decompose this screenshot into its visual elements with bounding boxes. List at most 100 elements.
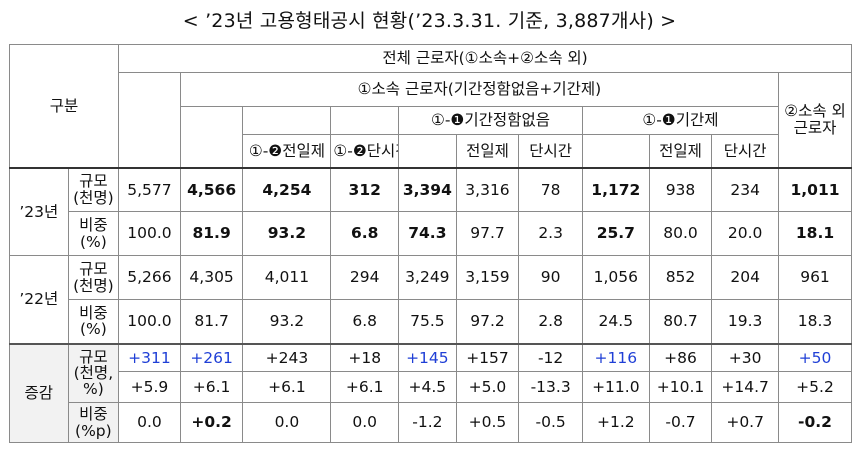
cell: 75.5 — [398, 299, 457, 344]
header-other: ②소속 외 근로자 — [778, 72, 852, 168]
cell: +116 — [581, 342, 650, 372]
cell: +5.9 — [118, 371, 181, 403]
cell: 6.8 — [330, 211, 400, 256]
cell: 90 — [518, 255, 583, 300]
cell: 204 — [711, 255, 779, 300]
header-parttime: 단시간 — [518, 134, 583, 168]
table-row: ’23년 규모 (천명) 5,577 4,566 4,254 312 3,394… — [9, 166, 852, 256]
table-row: ’22년 규모 (천명) 5,266 4,305 4,011 294 3,249… — [9, 255, 852, 344]
cell: -0.2 — [778, 402, 852, 443]
cell: +5.0 — [455, 371, 520, 403]
table-row: 증감 규모 (천명, %) +311 +261 +243 +18 +145 +1… — [9, 342, 852, 443]
cell: +86 — [648, 342, 713, 372]
cell: 97.7 — [455, 211, 520, 256]
cell: 234 — [711, 166, 779, 212]
cell: 1,011 — [778, 166, 852, 212]
row-label-diff-scale: 규모 (천명, %) — [67, 342, 120, 403]
row-label-ratio: 비중 (%) — [67, 299, 120, 344]
year-label-22: ’22년 — [9, 255, 69, 344]
cell: 97.2 — [455, 299, 520, 344]
cell: +14.7 — [711, 371, 779, 403]
cell: 4,305 — [179, 255, 244, 300]
table-row: 비중 (%) 100.0 81.9 93.2 6.8 74.3 97.7 2.3… — [10, 211, 852, 256]
header-fulltime2: 전일제 — [648, 134, 713, 168]
cell: 961 — [778, 255, 852, 300]
cell: +6.1 — [330, 371, 400, 403]
header-affiliated: ①소속 근로자(기간정함없음+기간제) — [179, 72, 780, 107]
header-blank-b — [330, 106, 400, 135]
cell: +6.1 — [179, 371, 244, 403]
header-fulltime-total: ①-❷전일제 — [242, 134, 332, 168]
diff-label: 증감 — [9, 342, 69, 443]
row-label-scale: 규모 (천명) — [67, 166, 120, 212]
header-fixed-term: ①-❶기간제 — [581, 106, 780, 135]
cell: 0.0 — [330, 402, 400, 443]
cell: 18.3 — [778, 299, 852, 344]
table-row: +5.9 +6.1 +6.1 +6.1 +4.5 +5.0 -13.3 +11.… — [10, 371, 852, 403]
cell: +0.7 — [711, 402, 779, 443]
cell: 3,249 — [398, 255, 457, 300]
cell: +243 — [242, 342, 332, 372]
cell: +311 — [118, 342, 181, 372]
header-parttime-total: ①-❷단시간 — [330, 134, 400, 168]
cell: 6.8 — [330, 299, 400, 344]
cell: -1.2 — [398, 402, 457, 443]
cell: +1.2 — [581, 402, 650, 443]
cell: 938 — [648, 166, 713, 212]
cell: -0.7 — [648, 402, 713, 443]
cell: -13.3 — [518, 371, 583, 403]
cell: +145 — [398, 342, 457, 372]
cell: 5,266 — [118, 255, 181, 300]
cell: 4,011 — [242, 255, 332, 300]
row-label-scale: 규모 (천명) — [67, 255, 120, 300]
cell: 5,577 — [118, 166, 181, 212]
header-group: 구분 — [8, 44, 120, 168]
page-title: < ’23년 고용형태공시 현황(’23.3.31. 기준, 3,887개사) … — [182, 10, 677, 32]
cell: +10.1 — [648, 371, 713, 403]
cell: 0.0 — [242, 402, 332, 443]
cell: +0.2 — [179, 402, 244, 443]
cell: +0.5 — [455, 402, 520, 443]
cell: 2.3 — [518, 211, 583, 256]
cell: 78 — [518, 166, 583, 212]
cell: 100.0 — [118, 211, 181, 256]
cell: +6.1 — [242, 371, 332, 403]
cell: 0.0 — [118, 402, 181, 443]
cell: +5.2 — [778, 371, 852, 403]
cell: +11.0 — [581, 371, 650, 403]
cell: 852 — [648, 255, 713, 300]
cell: +50 — [778, 342, 852, 372]
cell: 294 — [330, 255, 400, 300]
cell: 80.7 — [648, 299, 713, 344]
cell: 1,056 — [581, 255, 650, 300]
row-label-diff-ratio: 비중 (%p) — [67, 402, 120, 443]
header-parttime2: 단시간 — [711, 134, 779, 168]
header-total-blank — [118, 72, 181, 168]
cell: 100.0 — [118, 299, 181, 344]
header-total: 전체 근로자(①소속+②소속 외) — [118, 44, 852, 73]
cell: 20.0 — [711, 211, 779, 256]
cell: 93.2 — [242, 299, 332, 344]
cell: 81.9 — [179, 211, 244, 256]
header-affiliated-blank — [179, 106, 244, 168]
header-blank-a — [242, 106, 332, 135]
cell: 3,159 — [455, 255, 520, 300]
cell: -12 — [518, 342, 583, 372]
cell: 4,566 — [179, 166, 244, 212]
cell: -0.5 — [518, 402, 583, 443]
cell: 3,316 — [455, 166, 520, 212]
cell: +157 — [455, 342, 520, 372]
cell: 80.0 — [648, 211, 713, 256]
table-row: 비중 (%p) 0.0 +0.2 0.0 0.0 -1.2 +0.5 -0.5 … — [10, 402, 852, 443]
cell: +4.5 — [398, 371, 457, 403]
header-fixed-blank — [581, 134, 650, 168]
employment-table: 구분 전체 근로자(①소속+②소속 외) ①소속 근로자(기간정함없음+기간제)… — [8, 44, 852, 443]
cell: 4,254 — [242, 166, 332, 212]
header-indefinite: ①-❶기간정함없음 — [398, 106, 583, 135]
cell: 93.2 — [242, 211, 332, 256]
year-label-23: ’23년 — [9, 166, 69, 256]
cell: +18 — [330, 342, 400, 372]
cell: 81.7 — [179, 299, 244, 344]
cell: 74.3 — [398, 211, 457, 256]
header-other-text: ②소속 외 근로자 — [784, 102, 846, 137]
